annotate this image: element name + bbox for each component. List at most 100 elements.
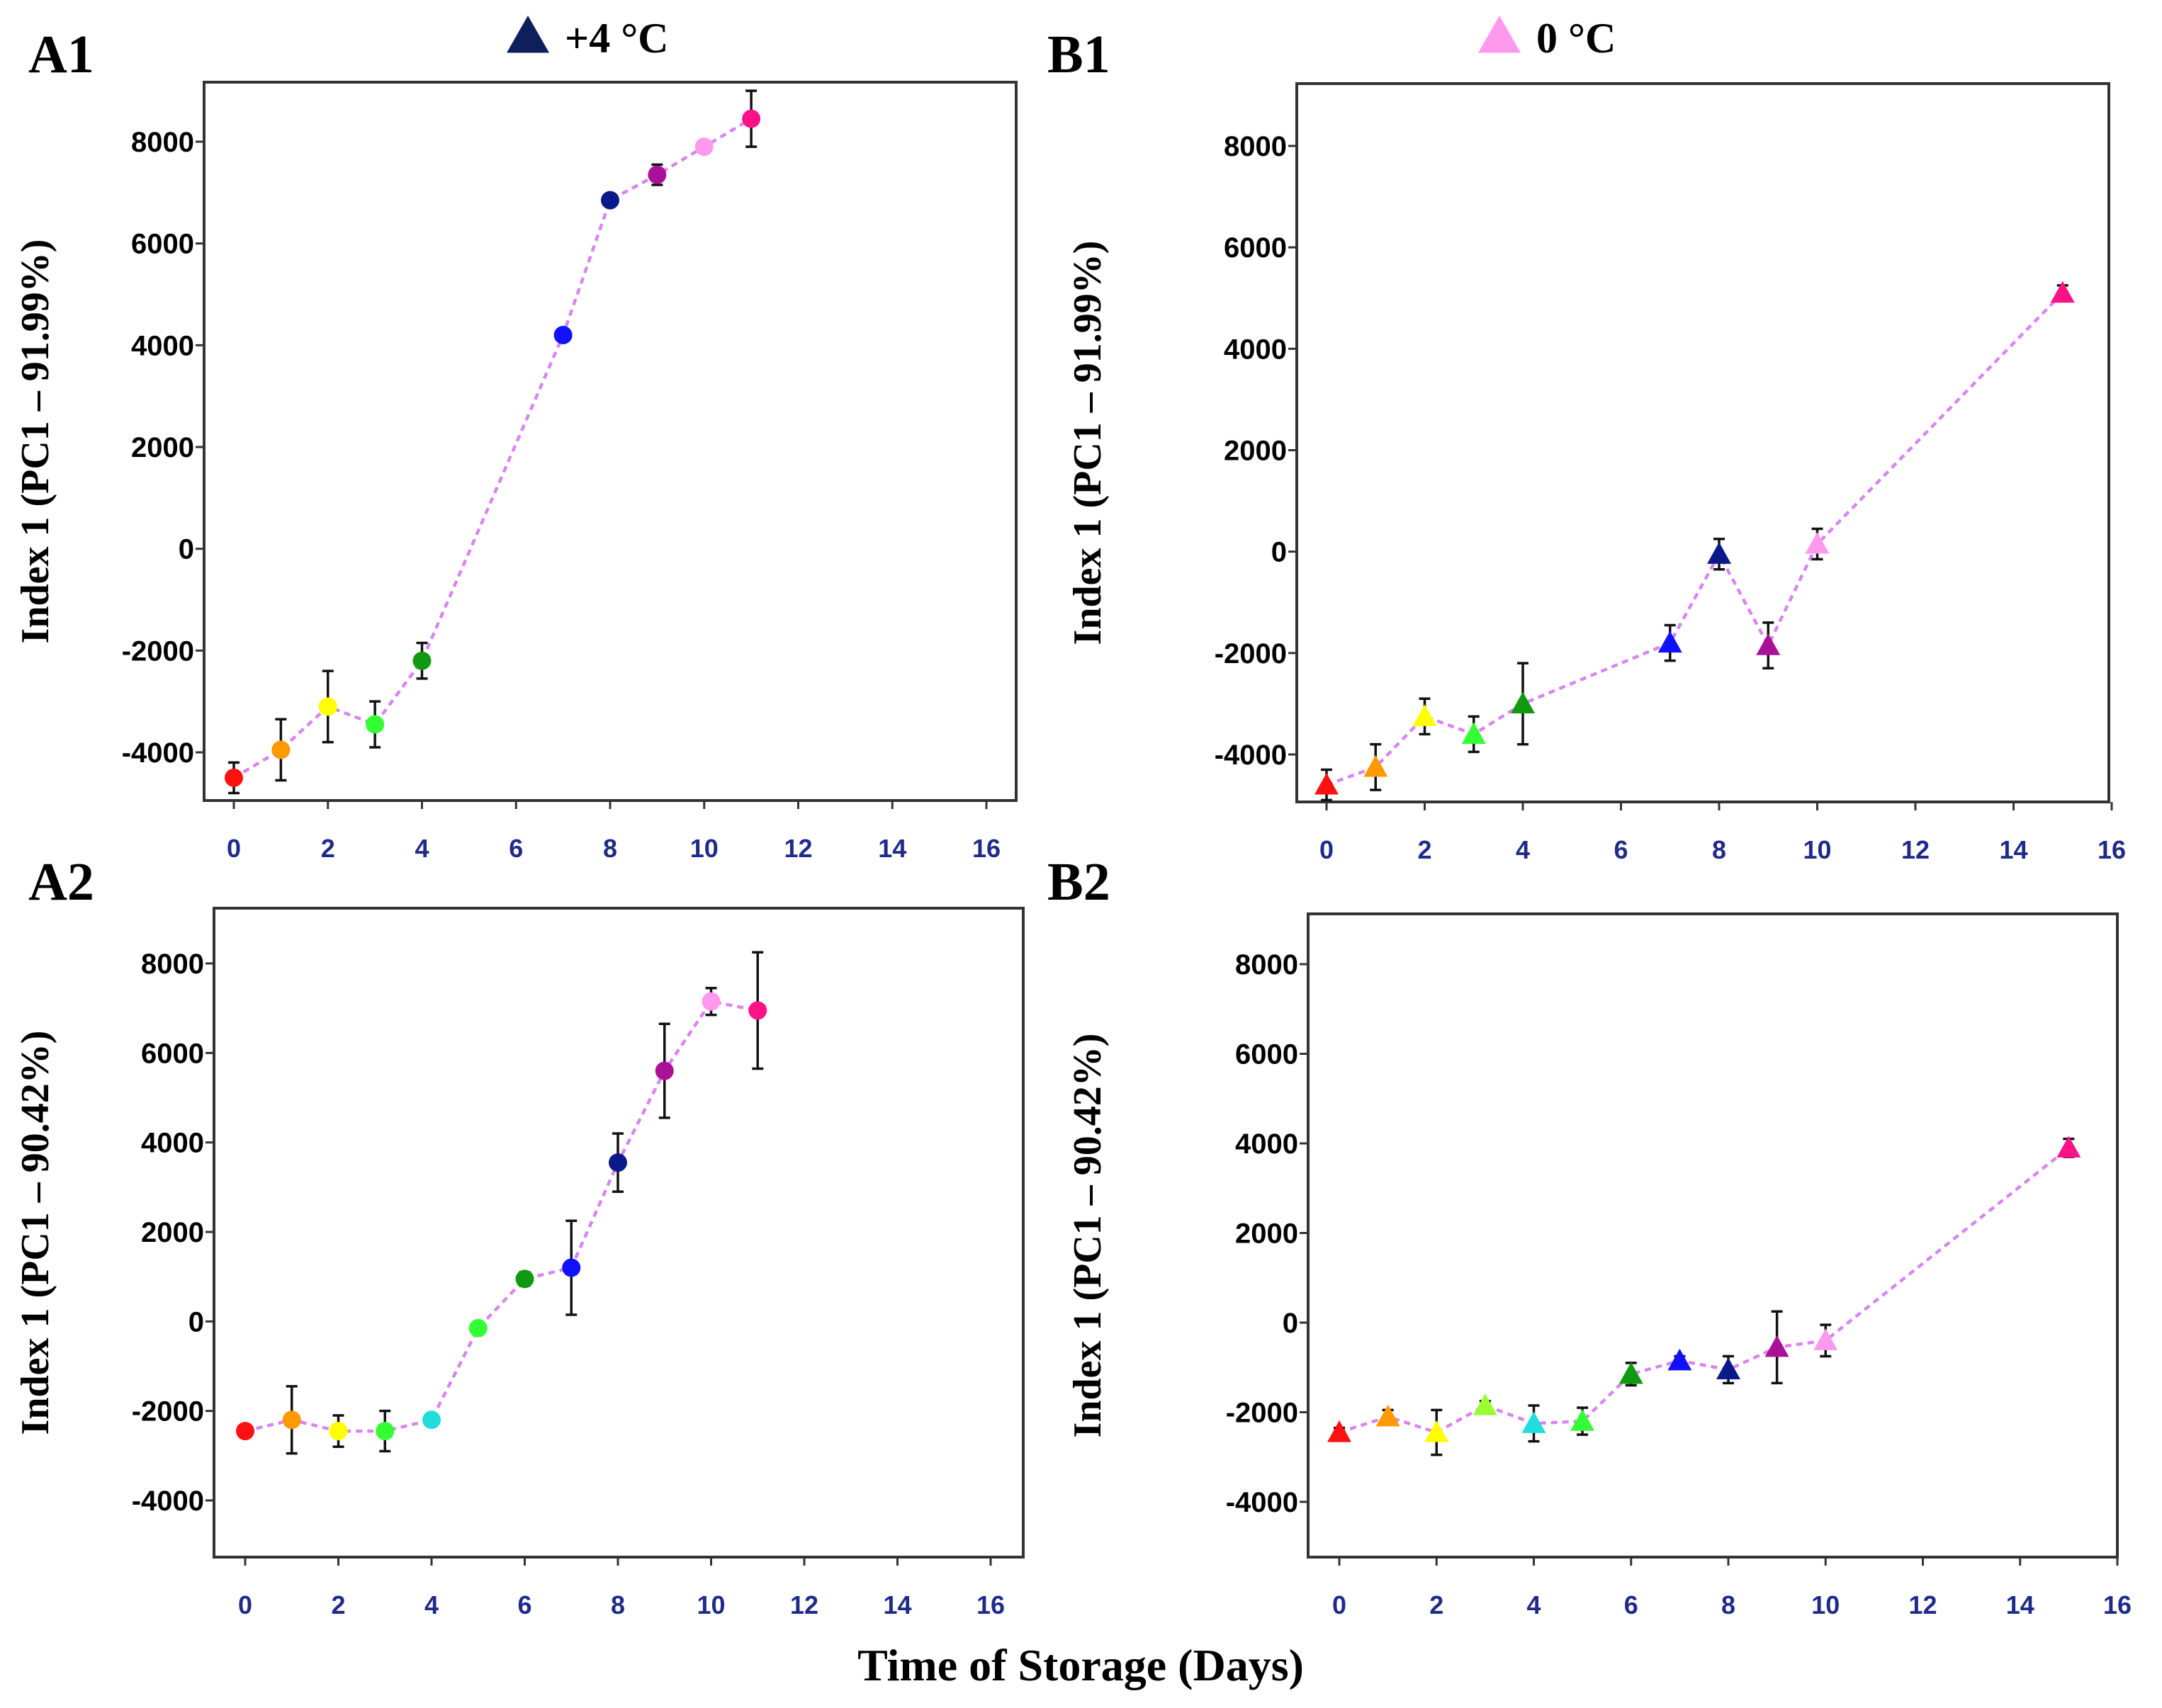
y-tick: 2000 xyxy=(141,1217,214,1248)
x-tick: 16 xyxy=(976,1557,1005,1619)
y-tick: 2000 xyxy=(1235,1218,1308,1250)
point-marker xyxy=(271,740,291,759)
data-point xyxy=(1327,1420,1351,1442)
x-tick: 10 xyxy=(690,801,719,863)
x-tick-label: 16 xyxy=(976,1590,1005,1619)
x-tick-label: 10 xyxy=(690,834,719,863)
data-point xyxy=(1521,1404,1546,1443)
x-tick-label: 12 xyxy=(1908,1590,1937,1619)
data-point xyxy=(1764,1310,1789,1385)
x-tick-label: 10 xyxy=(697,1590,725,1619)
x-tick: 4 xyxy=(424,1557,439,1619)
data-point xyxy=(1805,527,1830,561)
data-point xyxy=(2056,1136,2081,1158)
point-marker xyxy=(1327,1420,1351,1442)
data-point xyxy=(412,641,432,680)
x-tick-label: 6 xyxy=(1614,835,1628,864)
x-tick-label: 10 xyxy=(1803,835,1831,864)
data-point xyxy=(1716,1354,1740,1385)
x-tick: 14 xyxy=(883,1557,912,1619)
x-tick: 0 xyxy=(238,1557,252,1619)
x-tick: 8 xyxy=(1721,1557,1735,1619)
data-point xyxy=(1314,768,1339,802)
data-point xyxy=(1473,1393,1497,1415)
x-tick-label: 2 xyxy=(321,834,335,863)
y-tick: 2000 xyxy=(1224,436,1297,467)
y-tick: -2000 xyxy=(132,1396,214,1427)
point-marker xyxy=(1805,531,1830,554)
point-marker xyxy=(702,992,721,1011)
x-tick: 4 xyxy=(1526,1557,1541,1619)
x-tick-label: 12 xyxy=(784,834,812,863)
point-marker xyxy=(515,1269,534,1289)
y-tick-label: -2000 xyxy=(132,1396,204,1427)
x-tick-label: 10 xyxy=(1811,1590,1840,1619)
y-tick-label: -4000 xyxy=(1226,1487,1298,1518)
point-marker xyxy=(1424,1420,1449,1442)
y-tick: 8000 xyxy=(1235,949,1308,980)
data-point xyxy=(1570,1406,1595,1436)
x-tick: 4 xyxy=(1516,802,1530,864)
x-tick: 16 xyxy=(2103,1557,2132,1619)
x-tick-label: 0 xyxy=(238,1590,252,1619)
y-tick: -4000 xyxy=(132,1486,214,1517)
point-marker xyxy=(1570,1409,1595,1431)
y-tick-label: 4000 xyxy=(1224,334,1287,365)
y-tick-label: 6000 xyxy=(141,1038,204,1069)
data-point xyxy=(225,761,243,795)
x-tick: 4 xyxy=(415,801,429,863)
point-marker xyxy=(1756,633,1781,655)
y-tick-label: 4000 xyxy=(141,1128,204,1159)
x-tick: 16 xyxy=(972,801,1001,863)
panel-label: B2 xyxy=(1047,852,1110,912)
point-marker xyxy=(2050,281,2075,303)
x-tick: 10 xyxy=(1811,1557,1840,1619)
data-point xyxy=(1363,742,1388,791)
point-marker xyxy=(1618,1362,1643,1384)
plot-frame xyxy=(1307,912,2119,1559)
x-tick-label: 6 xyxy=(517,1590,531,1619)
y-axis-title: Index 1 (PC1 – 91.99%) xyxy=(1066,241,1110,645)
data-point xyxy=(1667,1348,1692,1371)
series-line xyxy=(232,117,753,779)
y-axis-title: Index 1 (PC1 – 90.42%) xyxy=(1066,1034,1110,1438)
x-tick-label: 8 xyxy=(1712,835,1726,864)
y-axis-title: Index 1 (PC1 – 90.42%) xyxy=(13,1031,57,1435)
point-marker xyxy=(748,1001,767,1020)
x-tick: 12 xyxy=(1908,1557,1937,1619)
y-tick: -4000 xyxy=(1226,1487,1308,1518)
x-tick-label: 0 xyxy=(227,834,241,863)
x-tick: 10 xyxy=(1803,802,1832,864)
point-marker xyxy=(282,1410,301,1430)
y-tick: 8000 xyxy=(131,127,204,158)
panel-label: A1 xyxy=(28,25,94,84)
x-tick: 0 xyxy=(1319,802,1334,864)
point-marker xyxy=(1363,754,1388,777)
x-tick-label: 2 xyxy=(1429,1590,1443,1619)
y-tick: 0 xyxy=(179,534,204,565)
y-tick: 4000 xyxy=(131,330,204,361)
x-tick: 10 xyxy=(697,1557,726,1619)
plot-frame xyxy=(1295,82,2110,803)
y-tick-label: 6000 xyxy=(131,229,194,260)
panel-label: A2 xyxy=(28,852,94,912)
point-marker xyxy=(655,1061,674,1080)
data-point xyxy=(1618,1362,1643,1387)
data-point xyxy=(648,163,667,186)
x-tick-label: 8 xyxy=(611,1590,625,1619)
y-tick-label: -2000 xyxy=(1226,1398,1298,1429)
y-tick-label: 0 xyxy=(179,534,194,565)
x-tick-label: 0 xyxy=(1319,835,1334,864)
x-tick-label: 2 xyxy=(1417,835,1431,864)
data-point xyxy=(655,1022,674,1119)
data-point xyxy=(694,137,714,157)
x-tick: 6 xyxy=(509,801,523,863)
x-tick-label: 12 xyxy=(790,1590,818,1619)
y-tick-label: 0 xyxy=(1283,1308,1298,1339)
y-tick-label: 0 xyxy=(188,1306,204,1337)
x-tick: 14 xyxy=(1999,802,2028,864)
y-tick: 0 xyxy=(188,1306,214,1337)
y-tick-label: 4000 xyxy=(131,330,194,361)
legend-label: 0 °C xyxy=(1536,15,1616,62)
